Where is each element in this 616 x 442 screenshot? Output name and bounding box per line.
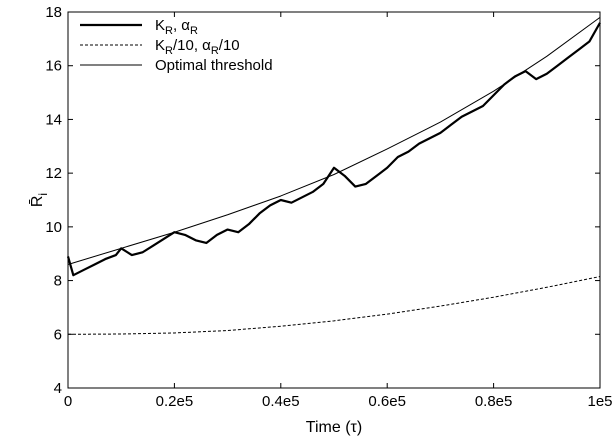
- y-tick-label: 6: [54, 326, 62, 343]
- legend-label-3: Optimal threshold: [155, 57, 273, 74]
- y-tick-label: 4: [54, 380, 62, 397]
- x-tick-label: 0.6e5: [368, 393, 406, 410]
- x-tick-label: 0.2e5: [156, 393, 194, 410]
- x-tick-label: 1e5: [587, 393, 612, 410]
- series-line-3: [67, 16, 601, 265]
- y-axis-label-main: R̄: [29, 196, 46, 208]
- series-line-2: [67, 276, 601, 335]
- series-layer: [66, 16, 601, 335]
- x-tick-label: 0: [64, 393, 72, 410]
- y-tick-label: 10: [45, 219, 62, 236]
- x-tick-label: 0.4e5: [262, 393, 300, 410]
- x-tick-label: 0.8e5: [475, 393, 513, 410]
- svg-text:R̄i: R̄i: [29, 193, 50, 207]
- y-tick-label: 16: [45, 58, 62, 75]
- plot-area: [67, 11, 601, 389]
- y-tick-label: 14: [45, 111, 62, 128]
- y-tick-label: 18: [45, 4, 62, 21]
- y-tick-label: 12: [45, 165, 62, 182]
- legend-label-2: KR/10, αR/10: [155, 37, 240, 57]
- x-axis-label: Time (τ): [306, 419, 362, 436]
- y-tick-label: 8: [54, 273, 62, 290]
- y-axis-label: R̄i: [29, 193, 50, 207]
- legend-label-1: KR, αR: [155, 17, 198, 37]
- y-axis-label-sub: i: [36, 193, 50, 196]
- ticks-layer: 0 0.2e5 0.4e5 0.6e5 0.8e5 1e5 4 6 8 10 12 14 16 18: [45, 4, 612, 410]
